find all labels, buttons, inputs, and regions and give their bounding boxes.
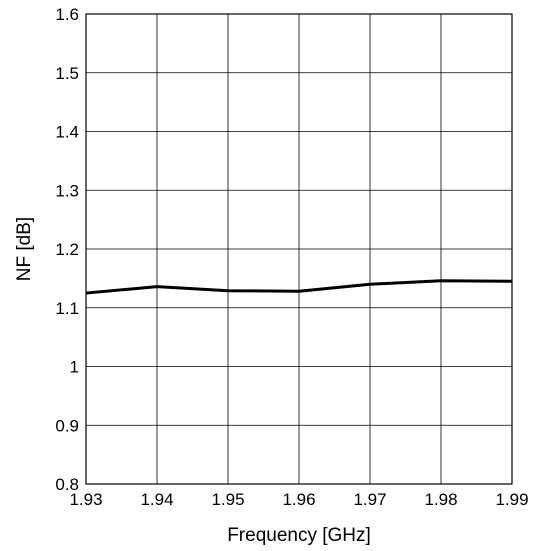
y-tick-label: 1.4 xyxy=(55,123,79,142)
series-layer xyxy=(85,279,513,295)
plot-frame xyxy=(85,13,513,485)
x-tick-label: 1.97 xyxy=(353,490,386,509)
y-tick-label: 1.6 xyxy=(55,5,79,24)
x-tick-label: 1.93 xyxy=(69,490,102,509)
y-tick-label: 0.8 xyxy=(55,475,79,494)
y-tick-label: 1.5 xyxy=(55,64,79,83)
x-tick-label: 1.94 xyxy=(140,490,173,509)
x-tick-label: 1.98 xyxy=(424,490,457,509)
x-axis-label: Frequency [GHz] xyxy=(227,525,371,546)
x-tick-label: 1.95 xyxy=(211,490,244,509)
y-tick-label: 1.3 xyxy=(55,181,79,200)
y-tick-label: 1.2 xyxy=(55,240,79,259)
y-tick-label: 1 xyxy=(70,358,79,377)
x-tick-label: 1.99 xyxy=(495,490,528,509)
grid-lines xyxy=(85,13,513,485)
x-tick-labels: 1.93 1.94 1.95 1.96 1.97 1.98 1.99 xyxy=(69,490,528,509)
y-tick-label: 0.9 xyxy=(55,416,79,435)
series-line xyxy=(85,279,513,295)
y-tick-label: 1.1 xyxy=(55,299,79,318)
x-tick-label: 1.96 xyxy=(282,490,315,509)
y-tick-labels: 0.8 0.9 1 1.1 1.2 1.3 1.4 1.5 1.6 xyxy=(55,5,79,494)
y-axis-label: NF [dB] xyxy=(14,217,35,281)
